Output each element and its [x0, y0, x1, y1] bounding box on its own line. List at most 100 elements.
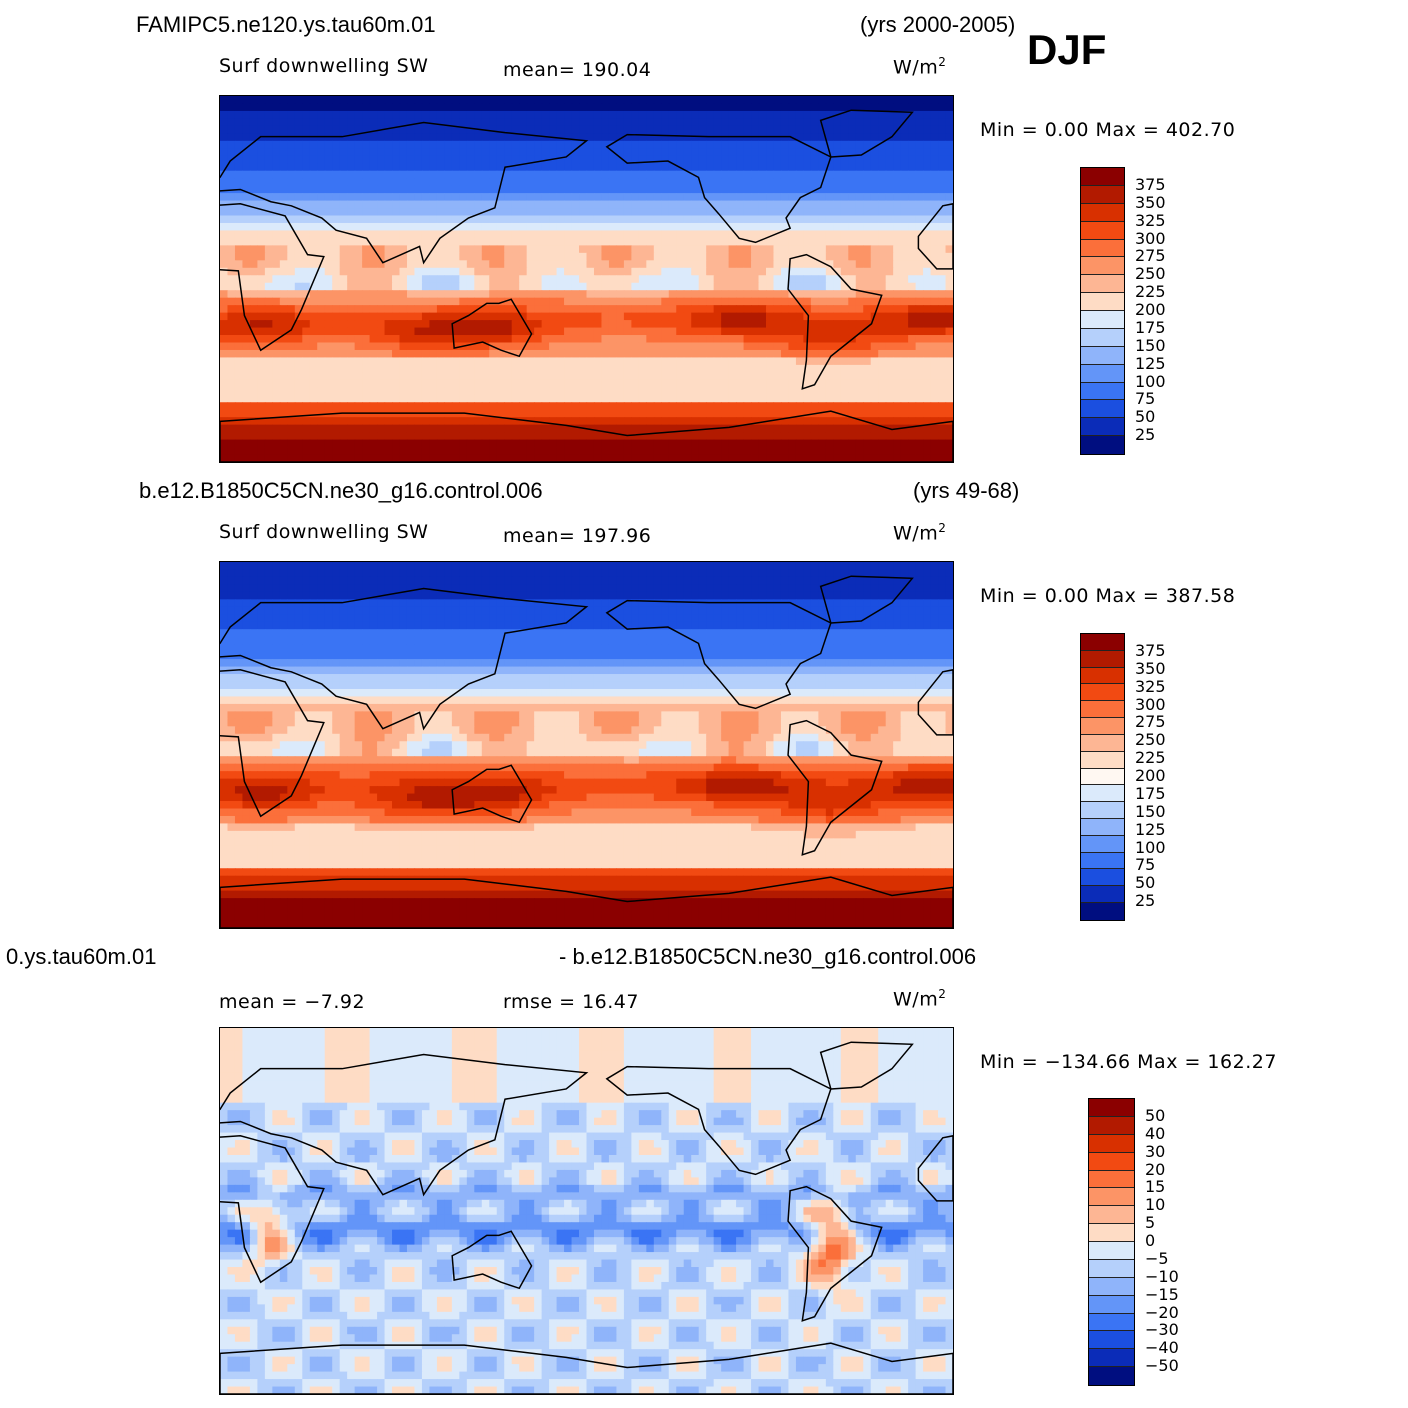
- colorbar-segment: [1081, 835, 1124, 853]
- colorbar-segment: [1081, 364, 1124, 383]
- colorbar-segment: [1081, 802, 1124, 819]
- panel2-map: [219, 561, 954, 929]
- colorbar-label: 50: [1145, 1105, 1166, 1125]
- colorbar-segment: [1081, 684, 1124, 702]
- colorbar-label: 225: [1135, 282, 1166, 302]
- panel3-mean: mean = −7.92: [219, 991, 366, 1013]
- colorbar-segment: [1089, 1206, 1134, 1225]
- colorbar-segment: [1081, 667, 1124, 685]
- panel1-units: W/m2: [893, 55, 947, 79]
- colorbar-label: 250: [1135, 264, 1166, 284]
- colorbar-segment: [1081, 751, 1124, 769]
- colorbar-label: 125: [1135, 819, 1166, 839]
- colorbar-segment: [1081, 818, 1124, 836]
- panel1-minmax: Min = 0.00 Max = 402.70: [980, 119, 1236, 141]
- season-label: DJF: [1027, 26, 1107, 73]
- colorbar-segment: [1089, 1116, 1134, 1135]
- colorbar-segment: [1081, 168, 1124, 186]
- colorbar-label: 275: [1135, 246, 1166, 266]
- panel3-diff-title: - b.e12.B1850C5CN.ne30_g16.control.006: [559, 944, 977, 969]
- colorbar-segment: [1089, 1188, 1134, 1207]
- panel2-years: (yrs 49-68): [913, 478, 1020, 503]
- panel1-years: (yrs 2000-2005): [860, 12, 1016, 37]
- colorbar-segment: [1089, 1367, 1134, 1385]
- colorbar-label: 150: [1135, 335, 1166, 355]
- colorbar-segment: [1081, 311, 1124, 329]
- colorbar-label: 375: [1135, 640, 1166, 660]
- colorbar-segment: [1081, 785, 1124, 803]
- panel2-minmax: Min = 0.00 Max = 387.58: [980, 585, 1236, 607]
- colorbar-label: −30: [1145, 1320, 1179, 1340]
- field-cells: [220, 96, 953, 462]
- colorbar-label: −20: [1145, 1302, 1179, 1322]
- colorbar-label: 5: [1145, 1213, 1156, 1233]
- panel3-colorbar: [1088, 1098, 1135, 1386]
- colorbar-segment: [1089, 1152, 1134, 1171]
- colorbar-label: 225: [1135, 748, 1166, 768]
- colorbar-label: 175: [1135, 783, 1166, 803]
- colorbar-segment: [1089, 1224, 1134, 1242]
- panel1-mean: mean= 190.04: [503, 59, 652, 81]
- colorbar-segment: [1081, 275, 1124, 294]
- panel1-map: [219, 95, 954, 463]
- colorbar-segment: [1081, 400, 1124, 419]
- colorbar-label: 325: [1135, 210, 1166, 230]
- colorbar-label: 175: [1135, 317, 1166, 337]
- colorbar-label: 50: [1135, 873, 1156, 893]
- panel2-heatmap: [220, 562, 953, 928]
- colorbar-segment: [1089, 1170, 1134, 1189]
- colorbar-segment: [1089, 1259, 1134, 1278]
- colorbar-segment: [1081, 239, 1124, 258]
- colorbar-segment: [1081, 903, 1124, 920]
- colorbar-segment: [1089, 1099, 1134, 1117]
- panel3-rmse: rmse = 16.47: [503, 991, 639, 1013]
- colorbar-segment: [1081, 346, 1124, 365]
- colorbar-segment: [1081, 203, 1124, 222]
- panel3-case-title: 0.ys.tau60m.01: [6, 944, 157, 969]
- colorbar-label: 30: [1145, 1141, 1166, 1161]
- colorbar-label: 350: [1135, 658, 1166, 678]
- colorbar-segment: [1081, 701, 1124, 719]
- panel2-units: W/m2: [893, 521, 947, 545]
- colorbar-label: 150: [1135, 801, 1166, 821]
- colorbar-label: 100: [1135, 371, 1166, 391]
- colorbar-segment: [1081, 221, 1124, 240]
- colorbar-segment: [1081, 328, 1124, 347]
- colorbar-label: 25: [1135, 425, 1156, 445]
- colorbar-segment: [1089, 1313, 1134, 1332]
- colorbar-segment: [1089, 1331, 1134, 1350]
- colorbar-label: 200: [1135, 766, 1166, 785]
- field-cells: [220, 562, 953, 928]
- colorbar-label: 20: [1145, 1159, 1166, 1179]
- colorbar-label: 75: [1135, 855, 1156, 875]
- field-cells: [220, 1028, 953, 1394]
- panel2-colorbar: [1080, 633, 1125, 921]
- colorbar-segment: [1089, 1295, 1134, 1314]
- colorbar-segment: [1081, 257, 1124, 276]
- panel2-variable: Surf downwelling SW: [219, 521, 429, 543]
- colorbar-label: 10: [1145, 1195, 1166, 1215]
- colorbar-segment: [1081, 768, 1124, 786]
- colorbar-label: −15: [1145, 1284, 1179, 1304]
- colorbar-segment: [1081, 185, 1124, 204]
- colorbar-label: 325: [1135, 676, 1166, 696]
- colorbar-segment: [1081, 869, 1124, 887]
- panel1-case-title: FAMIPC5.ne120.ys.tau60m.01: [136, 12, 436, 37]
- colorbar-segment: [1089, 1134, 1134, 1153]
- colorbar-label: 300: [1135, 228, 1166, 248]
- colorbar-label: 25: [1135, 891, 1156, 911]
- panel1-heatmap: [220, 96, 953, 462]
- colorbar-segment: [1081, 382, 1124, 401]
- colorbar-segment: [1081, 852, 1124, 870]
- coastlines: [220, 575, 953, 928]
- colorbar-label: 125: [1135, 353, 1166, 373]
- panel3-map: [219, 1027, 954, 1395]
- colorbar-label: 375: [1135, 174, 1166, 194]
- colorbar-label: 300: [1135, 694, 1166, 714]
- colorbar-segment: [1089, 1242, 1134, 1260]
- coastlines: [220, 109, 953, 462]
- colorbar-segment: [1081, 418, 1124, 437]
- colorbar-label: 100: [1135, 837, 1166, 857]
- colorbar-segment: [1081, 436, 1124, 454]
- panel1-variable: Surf downwelling SW: [219, 55, 429, 77]
